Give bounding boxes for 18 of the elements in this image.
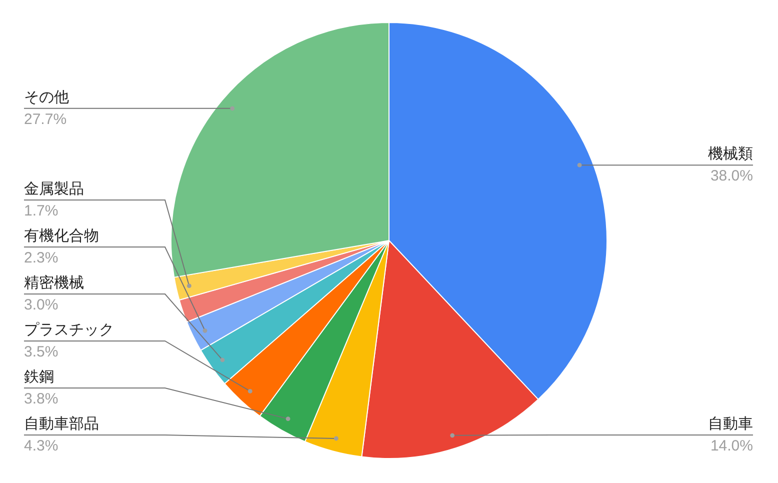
slice-label: 精密機械 (24, 274, 84, 292)
slice-label: 有機化合物 (24, 228, 99, 245)
slice-label: その他 (24, 89, 69, 106)
data-label: 1.7% (24, 202, 58, 220)
slice-label: 機械類 (708, 146, 753, 163)
data-label: 2.3% (24, 250, 58, 267)
data-label: 38.0% (710, 168, 753, 185)
data-label: 4.3% (24, 438, 58, 455)
data-label: 27.7% (24, 111, 67, 128)
slice-label: 金属製品 (24, 180, 84, 198)
data-label: 3.5% (24, 344, 58, 361)
data-label: 14.0% (710, 438, 753, 455)
slice-label: 鉄鋼 (24, 368, 54, 386)
data-label: 3.0% (24, 296, 58, 314)
data-label: 3.8% (24, 390, 58, 408)
slice-label: プラスチック (24, 322, 114, 339)
slice-label: 自動車部品 (24, 416, 99, 433)
slice-label: 自動車 (708, 416, 753, 433)
